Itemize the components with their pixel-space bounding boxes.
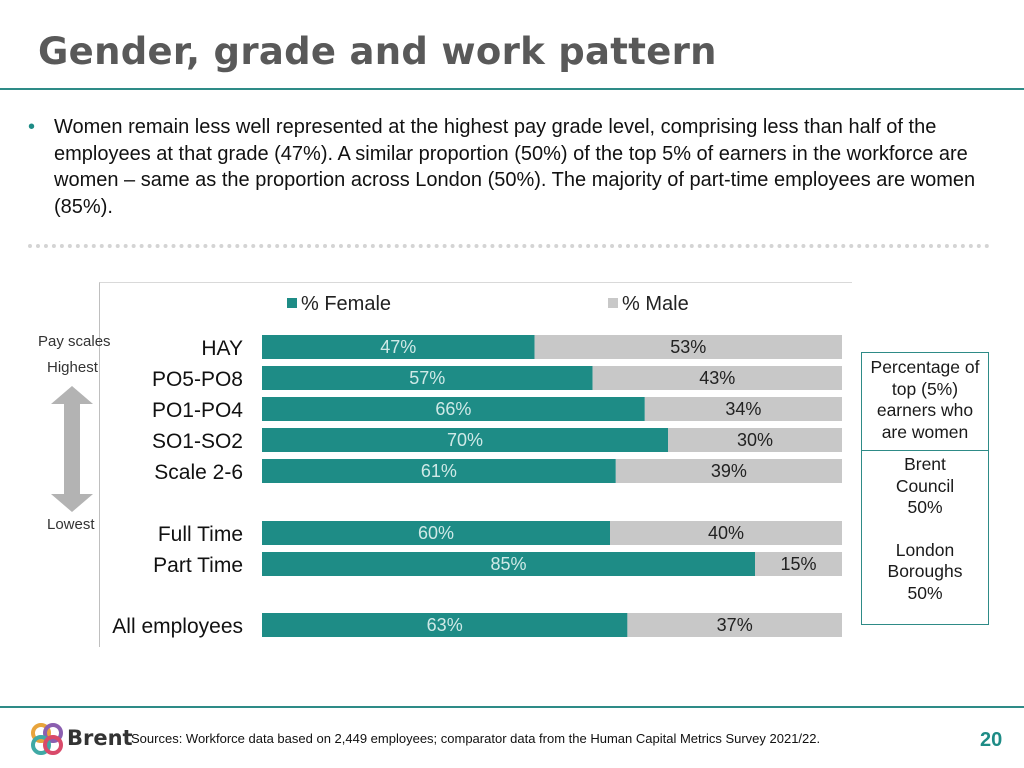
category-label: Scale 2-6	[154, 461, 243, 484]
bar-female	[262, 613, 628, 637]
header-line: Percentage of	[870, 357, 980, 377]
data-label-female: 57%	[409, 368, 445, 388]
data-label-female: 60%	[418, 523, 454, 543]
bar-female	[262, 521, 610, 545]
category-label: HAY	[201, 337, 243, 360]
chart-frame	[99, 282, 852, 647]
brent-logo-text: Brent	[67, 726, 133, 750]
brent-label: Brent	[904, 454, 946, 474]
data-label-male: 53%	[670, 337, 706, 357]
bar-female	[262, 552, 755, 576]
legend-label-female: % Female	[301, 293, 391, 315]
data-label-female: 63%	[427, 615, 463, 635]
london-label: Boroughs	[887, 561, 963, 581]
title-rule	[0, 88, 1024, 90]
header-line: top (5%)	[891, 378, 959, 399]
data-label-male: 40%	[708, 523, 744, 543]
bar-male	[755, 552, 842, 576]
london-value: 50%	[907, 582, 943, 603]
data-label-female: 85%	[490, 554, 526, 574]
bar-male	[592, 366, 842, 390]
top-earners-table: Percentage of top (5%) earners who are w…	[861, 352, 989, 625]
data-label-male: 43%	[699, 368, 735, 388]
page-title: Gender, grade and work pattern	[38, 30, 717, 73]
category-label: Full Time	[158, 523, 243, 546]
legend-swatch-male	[608, 298, 618, 308]
bullet-text: Women remain less well represented at th…	[54, 116, 976, 218]
data-label-male: 34%	[725, 399, 761, 419]
axis-annotation-lowest: Lowest	[47, 516, 95, 533]
legend-label-male: % Male	[622, 293, 689, 315]
bar-male	[644, 397, 842, 421]
london-label: London	[895, 539, 955, 560]
axis-annotation-highest: Highest	[47, 359, 99, 376]
bar-female	[262, 428, 668, 452]
axis-annotation-title: Pay scales	[38, 333, 111, 350]
source-note: Sources: Workforce data based on 2,449 e…	[131, 731, 821, 746]
bar-male	[534, 335, 842, 359]
data-label-male: 37%	[717, 615, 753, 635]
bar-male	[615, 459, 842, 483]
category-label: All employees	[112, 615, 243, 638]
bar-male	[610, 521, 842, 545]
bar-female	[262, 397, 645, 421]
bar-male	[627, 613, 842, 637]
category-label: PO5-PO8	[152, 368, 243, 391]
data-label-female: 66%	[435, 399, 471, 419]
data-label-female: 70%	[447, 430, 483, 450]
brent-label: Council	[895, 475, 955, 496]
data-label-female: 47%	[380, 337, 416, 357]
category-label: SO1-SO2	[152, 430, 243, 453]
data-label-male: 30%	[737, 430, 773, 450]
data-label-male: 15%	[780, 554, 816, 574]
legend-swatch-female	[287, 298, 297, 308]
double-arrow-icon	[51, 386, 93, 512]
data-label-female: 61%	[421, 461, 457, 481]
page-number: 20	[980, 729, 1003, 751]
footer-rule	[0, 706, 1024, 708]
bar-female	[262, 335, 535, 359]
header-line: are women	[881, 421, 969, 442]
top-earners-values: Brent Council 50% London Boroughs 50%	[862, 451, 988, 604]
bullet-marker: •	[28, 116, 36, 138]
bar-female	[262, 459, 616, 483]
category-label: Part Time	[153, 554, 243, 577]
bar-male	[668, 428, 842, 452]
brent-logo-icon	[31, 723, 63, 755]
bar-female	[262, 366, 593, 390]
header-line: earners who	[876, 400, 974, 420]
top-earners-header: Percentage of top (5%) earners who are w…	[862, 353, 988, 451]
category-label: PO1-PO4	[152, 399, 243, 422]
brent-value: 50%	[907, 497, 943, 517]
dotted-divider	[28, 244, 990, 248]
data-label-male: 39%	[711, 461, 747, 481]
